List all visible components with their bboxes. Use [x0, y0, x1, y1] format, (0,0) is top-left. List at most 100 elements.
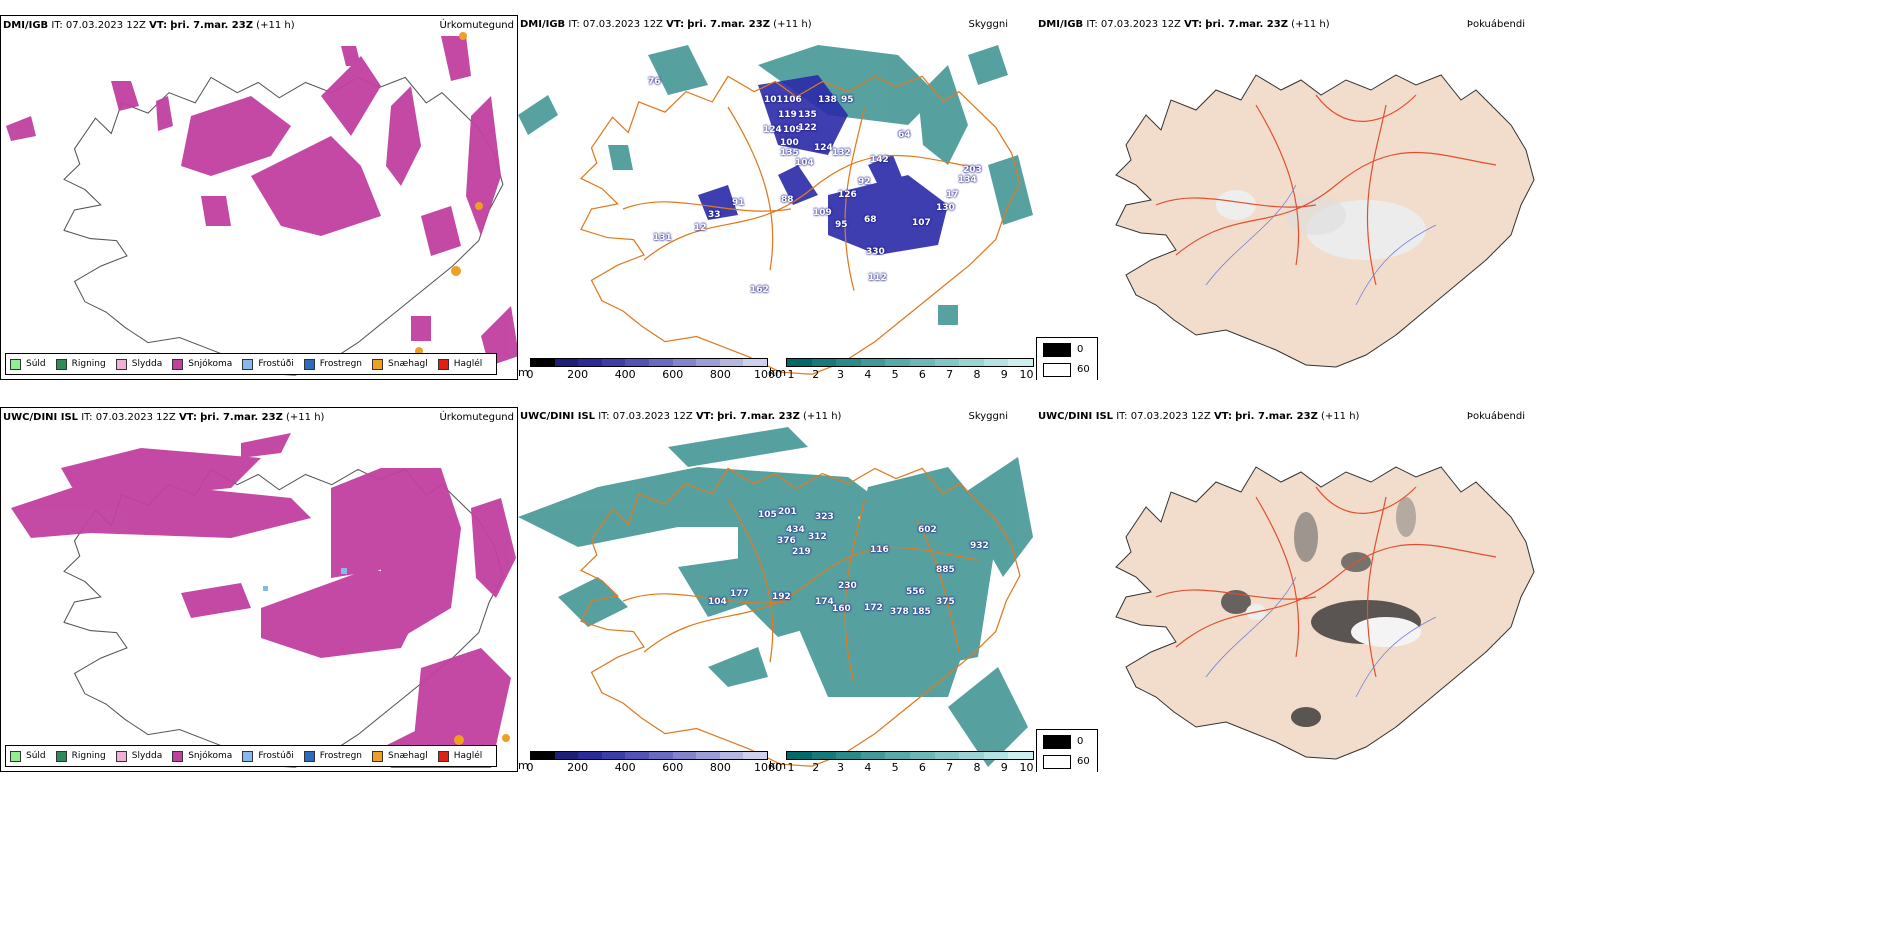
vis-label: 88 [781, 195, 794, 205]
vis-label: 132 [832, 148, 851, 158]
fog-scale: 0 60 [1036, 729, 1098, 772]
legend-item-rigning: Rigning [55, 750, 106, 762]
vis-label: 100 [780, 138, 799, 148]
legend-item-snaehagl: Snæhagl [372, 358, 428, 370]
legend-item-snaehagl: Snæhagl [372, 750, 428, 762]
vis-label: 122 [798, 123, 817, 133]
visibility-colorbar: km 1 2 3 4 5 6 7 8 9 10 [769, 358, 1034, 381]
legend-item-snjokoma: Snjókoma [172, 358, 232, 370]
precip-legend: Súld Rigning Slydda Snjókoma Frostúði Fr… [5, 353, 498, 375]
vis-label: 378 [890, 607, 909, 617]
vis-label: 602 [918, 525, 937, 535]
vis-label: 885 [936, 565, 955, 575]
vis-label: 172 [864, 603, 883, 613]
panel-title: Skyggni [968, 19, 1008, 30]
panel-header: DMI/IGB IT: 07.03.2023 12Z VT: þri. 7.ma… [3, 20, 295, 31]
vis-label: 130 [936, 203, 955, 213]
fog-map [1115, 466, 1535, 760]
legend-item-hagel: Haglél [437, 750, 482, 762]
vis-label: 142 [870, 155, 889, 165]
vis-label: 174 [815, 597, 834, 607]
bottom-precip-panel: UWC/DINI ISL IT: 07.03.2023 12Z VT: þri.… [0, 407, 518, 772]
vis-label: 312 [808, 532, 827, 542]
vis-label: 12 [694, 223, 707, 233]
vis-label: 185 [912, 607, 931, 617]
vis-label: 138 [818, 95, 837, 105]
legend-item-sudd: Súld [10, 358, 46, 370]
vis-label: 92 [858, 177, 871, 187]
cloudbase-low [698, 75, 948, 255]
vis-label: 375 [936, 597, 955, 607]
vis-label: 109 [813, 208, 832, 218]
vis-label: 33 [708, 210, 721, 220]
vis-label: 112 [868, 273, 887, 283]
vis-label: 116 [870, 545, 889, 555]
legend-item-frostregn: Frostregn [303, 358, 362, 370]
panel-title: Þokuábendi [1466, 19, 1525, 30]
bottom-cloud-panel: UWC/DINI ISL IT: 07.03.2023 12Z VT: þri.… [518, 407, 1036, 772]
vis-label: 105 [758, 510, 777, 520]
vis-label: 160 [832, 604, 851, 614]
vis-label: 134 [958, 175, 977, 185]
fog-scale: 0 60 [1036, 337, 1098, 380]
panel-header: DMI/IGB IT: 07.03.2023 12Z VT: þri. 7.ma… [520, 19, 812, 30]
top-cloud-panel: DMI/IGB IT: 07.03.2023 12Z VT: þri. 7.ma… [518, 15, 1036, 380]
cloudbase-colorbar: m 0 200 400 600 800 1000 [518, 751, 782, 774]
panel-header: DMI/IGB IT: 07.03.2023 12Z VT: þri. 7.ma… [1038, 19, 1330, 30]
precip-map [11, 433, 516, 768]
vis-label: 135 [798, 110, 817, 120]
vis-label: 91 [732, 198, 745, 208]
panel-title: Þokuábendi [1466, 411, 1525, 422]
precip-map [6, 32, 517, 376]
legend-item-frostudi: Frostúði [242, 358, 294, 370]
vis-label: 68 [864, 215, 877, 225]
vis-label: 126 [838, 190, 857, 200]
vis-label: 109 [783, 125, 802, 135]
panel-title: Úrkomutegund [439, 412, 514, 423]
vis-label: 376 [777, 536, 796, 546]
visibility-colorbar: km 1 2 3 4 5 6 7 8 9 10 [769, 751, 1034, 774]
snow-areas [6, 36, 517, 366]
top-precip-panel: DMI/IGB IT: 07.03.2023 12Z VT: þri. 7.ma… [0, 15, 518, 380]
vis-label: 323 [815, 512, 834, 522]
vis-label: 556 [906, 587, 925, 597]
panel-title: Skyggni [968, 411, 1008, 422]
vis-label: 104 [795, 158, 814, 168]
snow-areas [11, 433, 516, 768]
bottom-fog-panel: UWC/DINI ISL IT: 07.03.2023 12Z VT: þri.… [1036, 407, 1900, 772]
legend-item-rigning: Rigning [55, 358, 106, 370]
vis-label: 17 [946, 190, 959, 200]
vis-label: 131 [653, 233, 672, 243]
vis-label: 203 [963, 165, 982, 175]
vis-label: 135 [780, 148, 799, 158]
legend-item-snjokoma: Snjókoma [172, 750, 232, 762]
panel-header: UWC/DINI ISL IT: 07.03.2023 12Z VT: þri.… [1038, 411, 1360, 422]
legend-item-sudd: Súld [10, 750, 46, 762]
panel-header: UWC/DINI ISL IT: 07.03.2023 12Z VT: þri.… [520, 411, 842, 422]
vis-label: 107 [912, 218, 931, 228]
legend-item-slydda: Slydda [115, 750, 162, 762]
fog-map [1115, 74, 1535, 368]
vis-label: 95 [841, 95, 854, 105]
vis-label: 101 [764, 95, 783, 105]
vis-label: 932 [970, 541, 989, 551]
precip-legend: Súld Rigning Slydda Snjókoma Frostúði Fr… [5, 745, 498, 767]
vis-label: 177 [730, 589, 749, 599]
legend-item-frostregn: Frostregn [303, 750, 362, 762]
legend-item-hagel: Haglél [437, 358, 482, 370]
vis-label: 434 [786, 525, 805, 535]
panel-header: UWC/DINI ISL IT: 07.03.2023 12Z VT: þri.… [3, 412, 325, 423]
vis-label: 230 [838, 581, 857, 591]
vis-label: 124 [814, 143, 833, 153]
vis-label: 201 [778, 507, 797, 517]
vis-label: 162 [750, 285, 769, 295]
top-fog-panel: DMI/IGB IT: 07.03.2023 12Z VT: þri. 7.ma… [1036, 15, 1900, 380]
vis-label: 192 [772, 592, 791, 602]
legend-item-slydda: Slydda [115, 358, 162, 370]
vis-label: 119 [778, 110, 797, 120]
vis-label: 330 [866, 247, 885, 257]
vis-label: 64 [898, 130, 911, 140]
vis-label: 95 [835, 220, 848, 230]
cloud-vis-map [518, 427, 1033, 767]
cloudbase-colorbar: m 0 200 400 600 800 1000 [518, 358, 782, 381]
